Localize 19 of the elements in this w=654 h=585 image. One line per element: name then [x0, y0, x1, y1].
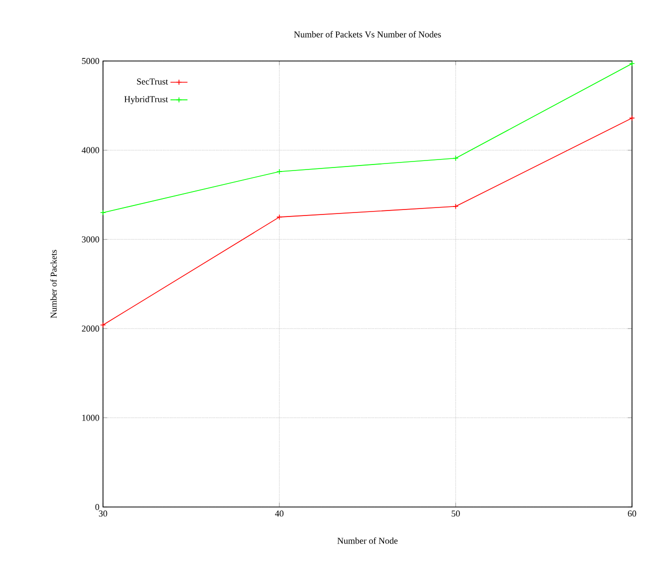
x-tick-label: 50	[452, 510, 460, 517]
legend-label: SecTrust	[137, 78, 168, 85]
x-axis-title: Number of Node	[337, 537, 398, 544]
x-tick-label: 30	[98, 510, 108, 517]
y-tick-label: 0	[95, 504, 100, 510]
legend-label: HybridTrust	[124, 96, 168, 104]
y-tick-label: 5000	[82, 58, 100, 64]
point	[452, 203, 459, 210]
point	[452, 155, 459, 162]
y-tick-label: 2000	[82, 326, 100, 332]
x-tick-label: 40	[275, 510, 284, 517]
y-tick-label: 4000	[82, 147, 100, 154]
y-axis-title: Number of Packets	[50, 250, 57, 318]
x-tick-label: 60	[628, 510, 636, 517]
point	[276, 168, 282, 174]
chart-title: Number of Packets Vs Number of Nodes	[294, 31, 441, 38]
y-tick-label: 3000	[82, 236, 100, 242]
point	[276, 214, 282, 220]
y-tick-label: 1000	[82, 414, 100, 421]
